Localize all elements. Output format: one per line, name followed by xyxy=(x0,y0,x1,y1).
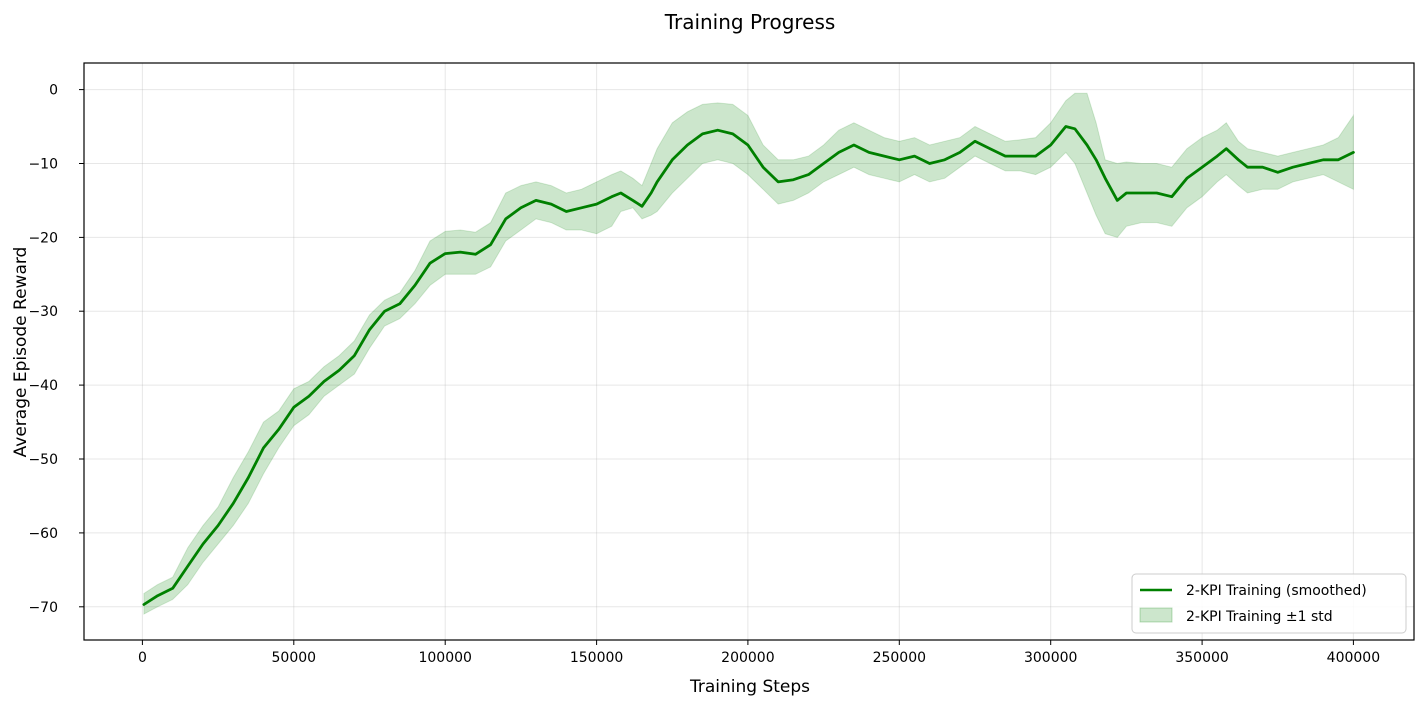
line-layer xyxy=(142,125,1355,606)
y-tick-label: −40 xyxy=(28,378,58,394)
x-tick-label: 150000 xyxy=(570,650,623,666)
x-axis-label: Training Steps xyxy=(689,677,810,697)
smoothed-line xyxy=(142,125,1355,606)
std-band xyxy=(143,92,1354,615)
y-tick-label: −30 xyxy=(28,304,58,320)
legend: 2-KPI Training (smoothed) 2-KPI Training… xyxy=(1131,573,1407,634)
x-tick-label: 250000 xyxy=(873,650,926,666)
x-tick-label: 50000 xyxy=(272,650,317,666)
band-layer xyxy=(143,92,1354,615)
y-tick-label: −70 xyxy=(28,600,58,616)
x-tick-label: 350000 xyxy=(1175,650,1228,666)
y-tick-label: −60 xyxy=(28,526,58,542)
legend-label-std: 2-KPI Training ±1 std xyxy=(1186,609,1333,625)
legend-band-swatch xyxy=(1139,607,1173,623)
chart-title: Training Progress xyxy=(664,10,836,34)
legend-label-smoothed: 2-KPI Training (smoothed) xyxy=(1186,583,1367,599)
x-axis: 0 50000 100000 150000 200000 250000 300000 3500… xyxy=(138,640,1380,666)
legend-box xyxy=(1131,573,1407,634)
y-tick-label: −50 xyxy=(28,452,58,468)
y-axis-label: Average Episode Reward xyxy=(11,247,31,458)
x-tick-label: 300000 xyxy=(1024,650,1077,666)
y-axis: 0 −10 −20 −30 −40 −50 −60 −70 xyxy=(28,83,84,616)
x-tick-label: 100000 xyxy=(418,650,471,666)
plot-frame xyxy=(83,62,1415,641)
y-tick-label: −10 xyxy=(28,157,58,173)
x-tick-label: 400000 xyxy=(1327,650,1380,666)
x-tick-label: 200000 xyxy=(721,650,774,666)
grid xyxy=(84,63,1414,640)
y-tick-label: −20 xyxy=(28,230,58,246)
y-tick-label: 0 xyxy=(49,83,58,99)
x-tick-label: 0 xyxy=(138,650,147,666)
